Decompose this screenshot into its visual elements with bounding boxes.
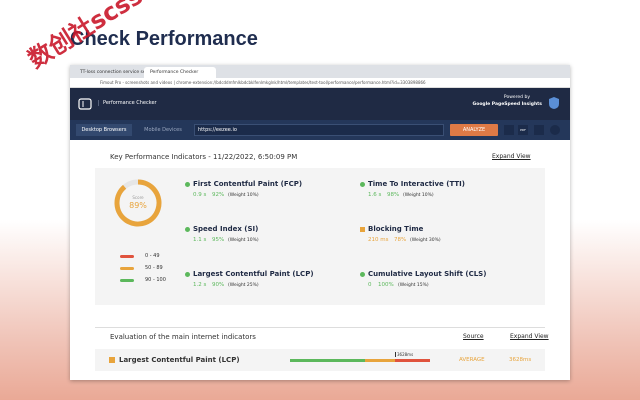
source-link[interactable]: Source — [463, 333, 484, 340]
save-button[interactable] — [504, 125, 514, 135]
metric-weight: (Weight 30%) — [410, 237, 441, 243]
toolbar: Desktop Browsers Mobile Devices https://… — [70, 120, 570, 140]
legend-swatch — [120, 279, 134, 282]
metric-icon — [185, 272, 190, 277]
score-caption: Score — [132, 195, 144, 200]
legend-swatch — [120, 255, 134, 258]
row-status: AVERAGE — [459, 357, 485, 363]
score-label: 89% — [129, 201, 147, 210]
pdf-button[interactable]: PDF — [518, 125, 528, 135]
url-input[interactable]: https://eezee.io — [194, 124, 444, 136]
tab[interactable]: TT-loss connection service session — [80, 70, 158, 75]
metric-weight: (Weight 10%) — [403, 192, 434, 198]
legend-label: 50 - 89 — [145, 265, 163, 271]
bar-average — [365, 359, 395, 362]
bar-marker: 3628ms — [395, 352, 414, 357]
help-button[interactable] — [550, 125, 560, 135]
metric-pct: 92% — [212, 192, 225, 198]
metric-name: Time To Interactive (TTI) — [368, 180, 465, 188]
metric-pct: 98% — [387, 192, 400, 198]
score-gauge: Score 89% — [114, 179, 162, 227]
browser-window: TT-loss connection service session Perfo… — [70, 65, 570, 380]
row-name: Largest Contentful Paint (LCP) — [119, 356, 240, 364]
metric-weight: (Weight 15%) — [398, 282, 429, 288]
kpi-heading: Key Performance Indicators - 11/22/2022,… — [110, 153, 298, 161]
metric-weight: (Weight 10%) — [228, 237, 259, 243]
metric-icon — [185, 227, 190, 232]
metric-name: Largest Contentful Paint (LCP) — [193, 270, 314, 278]
tab-desktop[interactable]: Desktop Browsers — [76, 124, 132, 136]
tab-bar: TT-loss connection service session Perfo… — [70, 65, 570, 78]
metric-name: Blocking Time — [368, 225, 424, 233]
eval-heading: Evaluation of the main internet indicato… — [110, 333, 256, 341]
metric-weight: (Weight 10%) — [228, 192, 259, 198]
legend-label: 90 - 100 — [145, 277, 166, 283]
metric-pct: 95% — [212, 237, 225, 243]
status-square — [109, 357, 115, 363]
page-title: Check Performance — [70, 28, 258, 50]
metric-time: 1.6 s — [368, 192, 382, 198]
bar-good — [290, 359, 365, 362]
app-name: Performance Checker — [98, 100, 157, 106]
score-arc — [114, 179, 162, 227]
swap-button[interactable] — [534, 125, 544, 135]
metric-weight: (Weight 25%) — [228, 282, 259, 288]
powered-name: Google PageSpeed Insights — [472, 102, 542, 107]
legend-label: 0 - 49 — [145, 253, 160, 259]
app-header: Performance Checker Powered by Google Pa… — [70, 88, 570, 120]
metric-icon — [185, 182, 190, 187]
expand-link[interactable]: Expand View — [510, 333, 549, 340]
metric-icon — [360, 272, 365, 277]
metric-pct: 100% — [378, 282, 394, 288]
metric-pct: 78% — [394, 237, 407, 243]
metric-icon — [360, 227, 365, 232]
powered-by: Powered by — [503, 95, 530, 100]
badge — [549, 97, 559, 109]
metric-time: 1.1 s — [193, 237, 207, 243]
metric-time: 0 — [368, 282, 372, 288]
kpi-panel: Score 89% 0 - 49 50 - 89 90 - 100 First Con… — [95, 168, 545, 305]
bar-poor — [395, 359, 430, 362]
metric-time: 1.2 s — [193, 282, 207, 288]
metric-name: Cumulative Layout Shift (CLS) — [368, 270, 487, 278]
metric-name: First Contentful Paint (FCP) — [193, 180, 303, 188]
address-bar[interactable]: Fimout Pro - screenshots and videos | ch… — [70, 78, 570, 88]
eval-row: Largest Contentful Paint (LCP) 3628ms AV… — [95, 349, 545, 371]
metric-pct: 90% — [212, 282, 225, 288]
metric-time: 0.9 s — [193, 192, 207, 198]
expand-link[interactable]: Expand View — [492, 153, 531, 160]
logo — [78, 98, 92, 110]
tab[interactable]: Performance Checker — [144, 67, 216, 78]
metric-time: 210 ms — [368, 237, 389, 243]
metric-name: Speed Index (SI) — [193, 225, 259, 233]
tab-mobile[interactable]: Mobile Devices — [144, 127, 182, 133]
legend-swatch — [120, 267, 134, 270]
analyze-button[interactable]: ANALYZE — [450, 124, 498, 136]
divider — [95, 327, 545, 328]
row-value: 3628ms — [509, 357, 532, 363]
metric-icon — [360, 182, 365, 187]
